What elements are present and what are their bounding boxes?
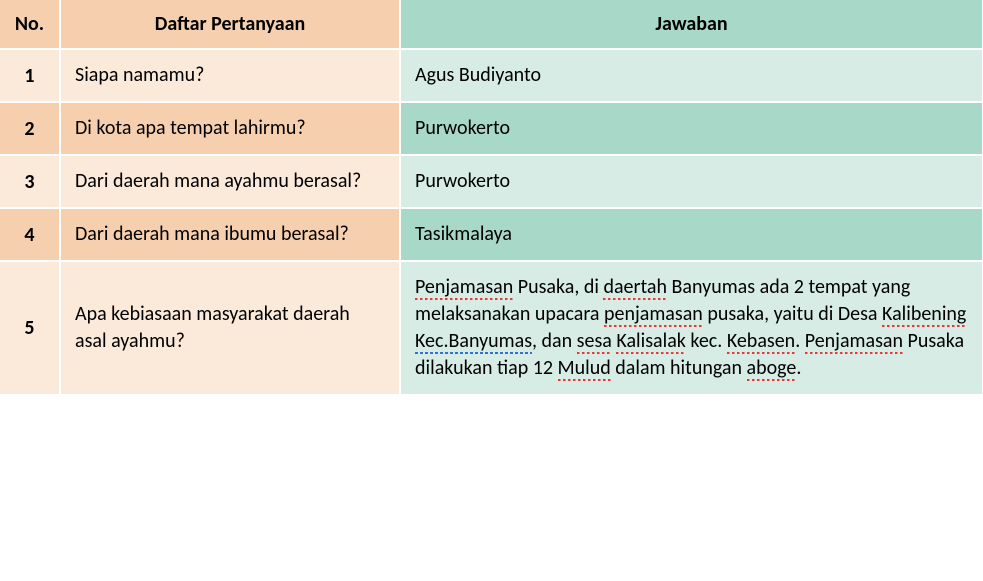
cell-no: 1 bbox=[0, 49, 60, 102]
cell-question: Apa kebiasaan masyarakat daerah asal aya… bbox=[60, 261, 400, 395]
cell-question: Siapa namamu? bbox=[60, 49, 400, 102]
qa-table: No. Daftar Pertanyaan Jawaban 1Siapa nam… bbox=[0, 0, 983, 396]
cell-no: 2 bbox=[0, 102, 60, 155]
cell-no: 3 bbox=[0, 155, 60, 208]
spell-underline: Penjamasan bbox=[415, 275, 513, 300]
cell-answer: Penjamasan Pusaka, di daertah Banyumas a… bbox=[400, 261, 983, 395]
header-answer: Jawaban bbox=[400, 0, 983, 49]
cell-question: Di kota apa tempat lahirmu? bbox=[60, 102, 400, 155]
spell-underline: Mulud bbox=[558, 356, 611, 381]
cell-question: Dari daerah mana ibumu berasal? bbox=[60, 208, 400, 261]
table-row: 1Siapa namamu?Agus Budiyanto bbox=[0, 49, 983, 102]
spell-underline: daertah bbox=[603, 275, 667, 300]
cell-answer: Agus Budiyanto bbox=[400, 49, 983, 102]
spell-underline: aboge bbox=[747, 356, 797, 381]
cell-question: Dari daerah mana ayahmu berasal? bbox=[60, 155, 400, 208]
cell-no: 5 bbox=[0, 261, 60, 395]
spell-underline: penjamasan bbox=[604, 302, 703, 327]
header-row: No. Daftar Pertanyaan Jawaban bbox=[0, 0, 983, 49]
spell-underline: Kalibening bbox=[882, 302, 966, 327]
spell-underline: Kebasen bbox=[727, 329, 795, 354]
cell-no: 4 bbox=[0, 208, 60, 261]
cell-answer: Purwokerto bbox=[400, 155, 983, 208]
header-no: No. bbox=[0, 0, 60, 49]
table-row: 2Di kota apa tempat lahirmu?Purwokerto bbox=[0, 102, 983, 155]
table-row: 4Dari daerah mana ibumu berasal?Tasikmal… bbox=[0, 208, 983, 261]
grammar-underline: Kec.Banyumas bbox=[415, 329, 532, 354]
table-row: 3Dari daerah mana ayahmu berasal?Purwoke… bbox=[0, 155, 983, 208]
spell-underline: Kalisalak bbox=[616, 329, 685, 354]
table-body: 1Siapa namamu?Agus Budiyanto2Di kota apa… bbox=[0, 49, 983, 395]
spell-underline: Penjamasan bbox=[805, 329, 903, 354]
spell-underline: sesa bbox=[577, 329, 612, 354]
header-question: Daftar Pertanyaan bbox=[60, 0, 400, 49]
cell-answer: Purwokerto bbox=[400, 102, 983, 155]
cell-answer: Tasikmalaya bbox=[400, 208, 983, 261]
table-row: 5Apa kebiasaan masyarakat daerah asal ay… bbox=[0, 261, 983, 395]
